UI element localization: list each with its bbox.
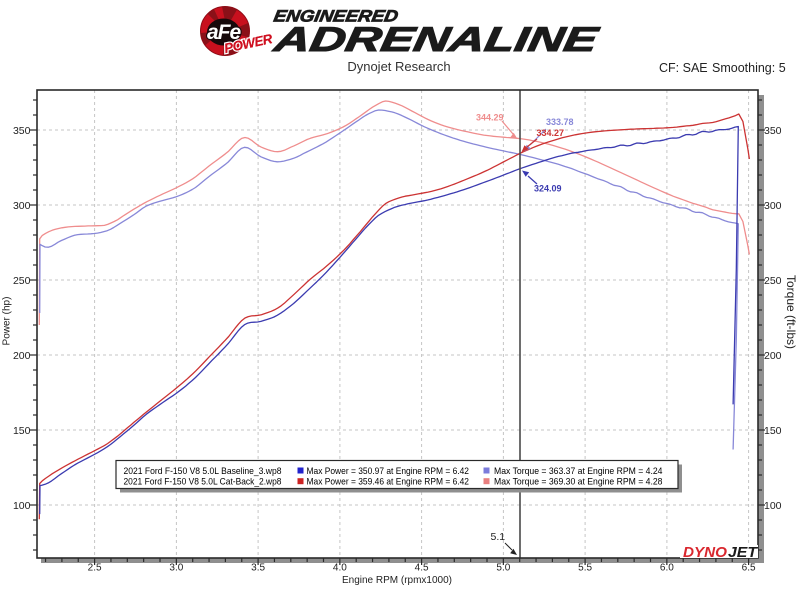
svg-text:324.09: 324.09: [534, 183, 562, 193]
svg-text:100: 100: [764, 500, 782, 512]
svg-text:6.0: 6.0: [660, 563, 674, 574]
svg-text:300: 300: [13, 200, 31, 212]
svg-text:200: 200: [13, 350, 31, 362]
svg-text:Max Power = 350.97 at Engine R: Max Power = 350.97 at Engine RPM = 6.42: [307, 465, 470, 476]
svg-text:Dynojet Research: Dynojet Research: [347, 59, 450, 74]
svg-text:5.5: 5.5: [578, 563, 592, 574]
svg-text:150: 150: [764, 425, 782, 437]
svg-text:3.0: 3.0: [169, 563, 183, 574]
svg-text:ENGINEERED: ENGINEERED: [272, 7, 399, 26]
svg-text:Max Torque = 363.37 at Engine: Max Torque = 363.37 at Engine RPM = 4.24: [494, 465, 663, 476]
svg-text:Max Power = 359.46 at Engine R: Max Power = 359.46 at Engine RPM = 6.42: [307, 476, 470, 487]
svg-text:300: 300: [764, 200, 782, 212]
svg-text:334.27: 334.27: [537, 128, 565, 138]
svg-text:333.78: 333.78: [546, 117, 574, 127]
svg-text:Power (hp): Power (hp): [2, 297, 13, 346]
svg-text:5.0: 5.0: [496, 563, 510, 574]
svg-text:DYNO: DYNO: [683, 545, 728, 561]
svg-text:344.29: 344.29: [476, 113, 504, 123]
svg-text:6.5: 6.5: [742, 563, 756, 574]
svg-text:3.5: 3.5: [251, 563, 265, 574]
svg-text:Torque (ft-lbs): Torque (ft-lbs): [784, 275, 798, 349]
svg-text:250: 250: [13, 275, 31, 287]
svg-text:350: 350: [13, 125, 31, 137]
svg-text:Engine RPM (rpmx1000): Engine RPM (rpmx1000): [342, 575, 452, 586]
svg-text:200: 200: [764, 350, 782, 362]
svg-text:350: 350: [764, 125, 782, 137]
svg-text:4.5: 4.5: [415, 563, 429, 574]
svg-text:5.1: 5.1: [491, 531, 506, 543]
svg-text:100: 100: [13, 500, 31, 512]
svg-text:150: 150: [13, 425, 31, 437]
svg-text:Smoothing: 5: Smoothing: 5: [712, 61, 786, 75]
svg-text:2021 Ford F-150 V8 5.0L Baseli: 2021 Ford F-150 V8 5.0L Baseline_3.wp8: [124, 465, 282, 476]
svg-text:CF: SAE: CF: SAE: [659, 61, 708, 75]
svg-text:JET: JET: [728, 545, 758, 561]
svg-text:250: 250: [764, 275, 782, 287]
svg-text:2021 Ford F-150 V8 5.0L Cat-Ba: 2021 Ford F-150 V8 5.0L Cat-Back_2.wp8: [124, 476, 282, 487]
svg-text:4.0: 4.0: [333, 563, 347, 574]
svg-text:Max Torque = 369.30 at Engine: Max Torque = 369.30 at Engine RPM = 4.28: [494, 476, 663, 487]
svg-text:2.5: 2.5: [88, 563, 102, 574]
svg-text:ADRENALINE: ADRENALINE: [270, 21, 603, 59]
svg-text:aFe: aFe: [207, 21, 242, 44]
